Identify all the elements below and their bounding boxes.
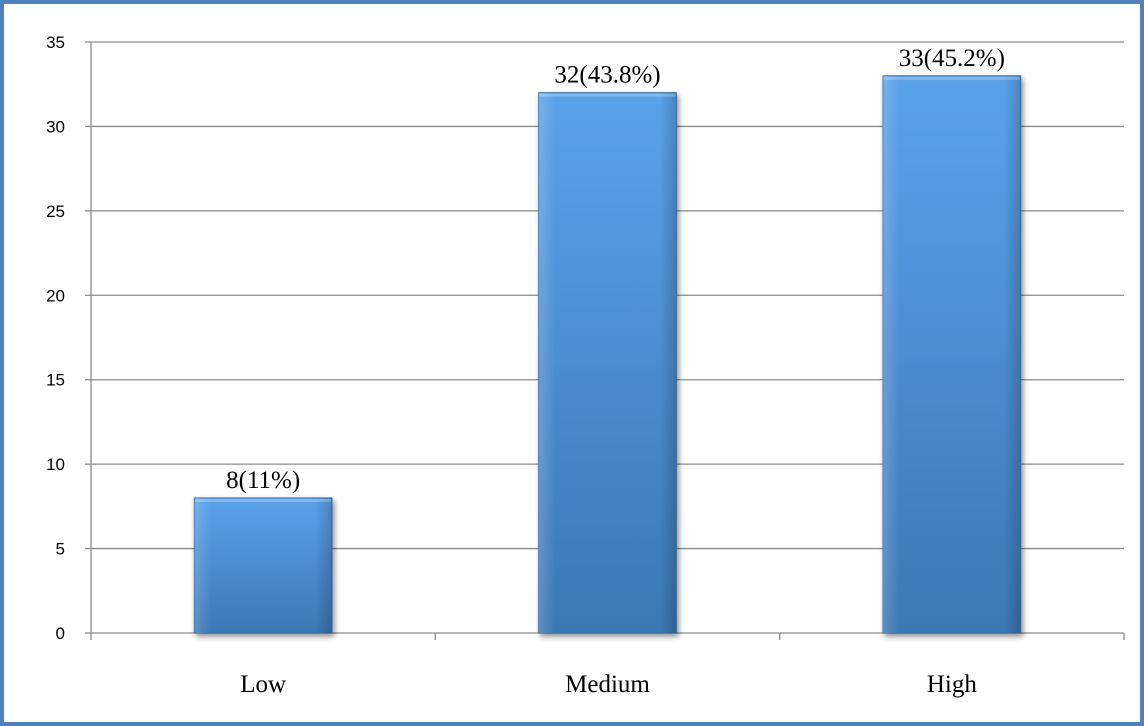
- bars: [193, 75, 1022, 634]
- data-label: 33(45.2%): [899, 45, 1005, 72]
- data-label: 8(11%): [226, 467, 300, 494]
- bar-highlight: [883, 76, 1020, 80]
- y-tick-label: 15: [46, 371, 65, 390]
- y-tick-label: 30: [46, 117, 65, 136]
- y-tick-label: 35: [46, 33, 65, 52]
- bar-shade: [882, 75, 1021, 634]
- bar-shade: [538, 92, 677, 633]
- data-label: 32(43.8%): [554, 62, 660, 89]
- bar-shade: [194, 497, 333, 633]
- x-category-label: High: [927, 671, 978, 698]
- bar-low: [193, 497, 333, 634]
- y-tick-label: 20: [46, 286, 65, 305]
- bar-highlight: [195, 498, 332, 502]
- bar-high: [882, 75, 1022, 634]
- x-category-label: Low: [240, 671, 286, 698]
- bar-highlight: [539, 93, 676, 97]
- bar-medium: [538, 92, 677, 634]
- labels: 0 5 10 15 20 25 30 35 8(11%) Low 32(43.8%) Medium 33…: [46, 33, 1005, 698]
- x-category-label: Medium: [565, 671, 650, 698]
- y-tick-label: 5: [56, 540, 65, 559]
- y-tick-label: 10: [46, 455, 65, 474]
- y-tick-label: 25: [46, 202, 65, 221]
- y-tick-label: 0: [56, 624, 65, 643]
